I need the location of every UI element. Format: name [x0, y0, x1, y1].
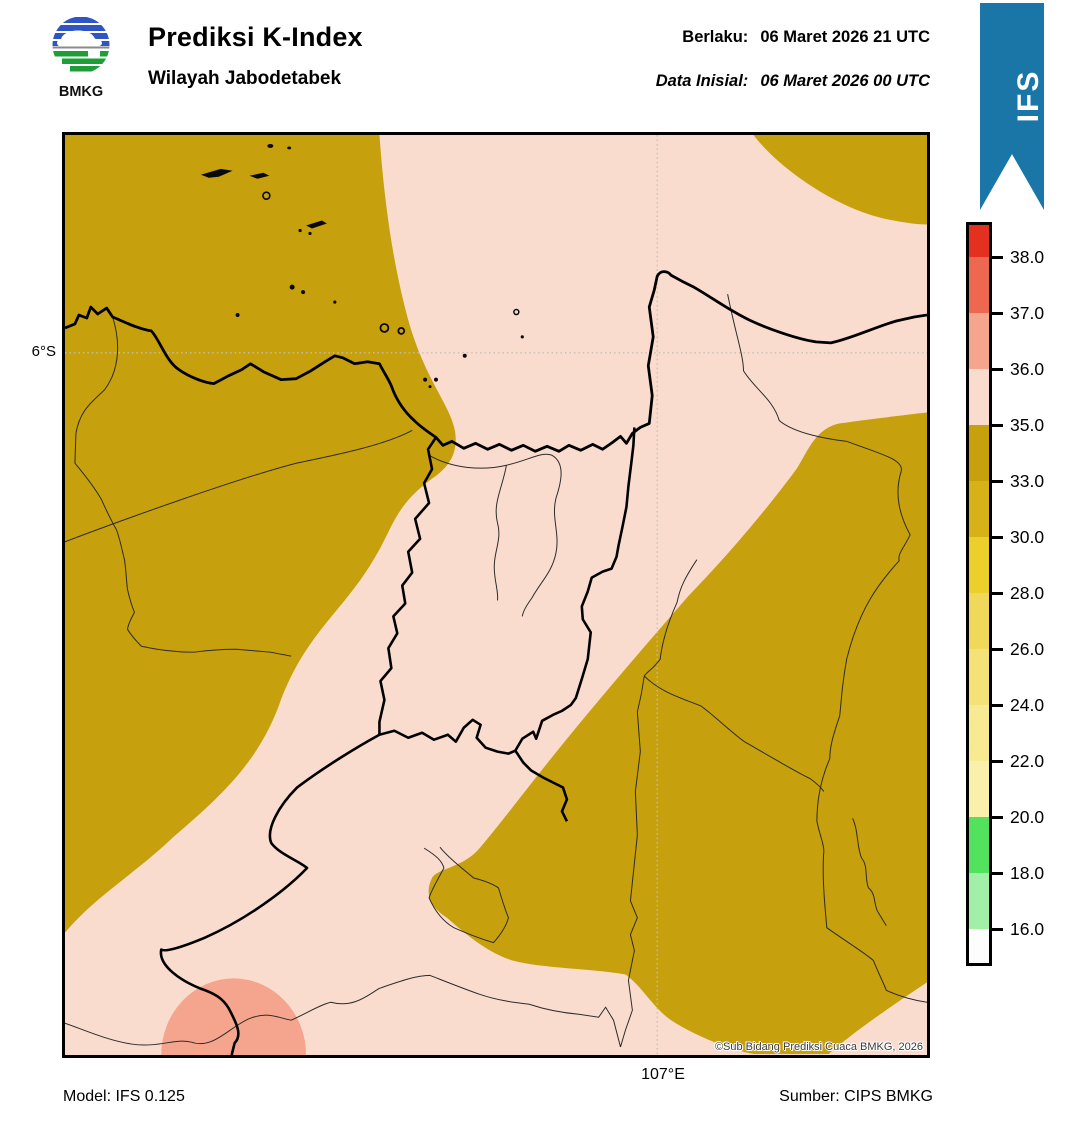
province-boundaries [159, 427, 636, 1055]
colorbar-tick-label: 18.0 [1010, 863, 1045, 883]
valid-time-label: Berlaku: [682, 28, 749, 46]
colorbar-segment [969, 425, 989, 481]
colorbar-segment [969, 929, 989, 963]
coastline [65, 270, 927, 453]
colorbar-tick-label: 28.0 [1010, 583, 1045, 603]
colorbar-segment [969, 649, 989, 705]
colorbar-tick [992, 311, 1003, 315]
islands [200, 143, 524, 389]
colorbar-segment [969, 537, 989, 593]
page-title: Prediksi K-Index [148, 22, 363, 52]
colorbar-tick [992, 591, 1003, 595]
colorbar-segment [969, 705, 989, 761]
copyright-text: ©Sub Bidang Prediksi Cuaca BMKG, 2026 [714, 1041, 923, 1053]
init-time-line: Data Inisial: 06 Maret 2026 00 UTC [656, 72, 930, 91]
init-time-value: 06 Maret 2026 00 UTC [760, 72, 930, 90]
colorbar-segment [969, 761, 989, 817]
colorbar-segment [969, 817, 989, 873]
page-subtitle: Wilayah Jabodetabek [148, 68, 342, 89]
valid-time-line: Berlaku: 06 Maret 2026 21 UTC [682, 28, 930, 47]
kindex-region-33-35-northwest [65, 135, 456, 933]
colorbar-tick [992, 479, 1003, 483]
model-label: Model: IFS 0.125 [63, 1088, 185, 1105]
map-canvas [65, 135, 927, 1055]
colorbar-tick [992, 815, 1003, 819]
colorbar-tick [992, 871, 1003, 875]
bmkg-logo: BMKG [52, 12, 110, 100]
colorbar-segment [969, 873, 989, 929]
colorbar-tick-label: 24.0 [1010, 695, 1045, 715]
colorbar-segment [969, 369, 989, 425]
colorbar-tick-label: 30.0 [1010, 527, 1045, 547]
colorbar-segment [969, 225, 989, 257]
colorbar-tick-label: 26.0 [1010, 639, 1045, 659]
kindex-region-33-35-east [428, 412, 927, 1055]
bmkg-logo-text: BMKG [59, 84, 103, 100]
model-ribbon: IFS [980, 3, 1044, 210]
model-ribbon-label: IFS [1012, 69, 1045, 123]
colorbar-tick-label: 33.0 [1010, 471, 1045, 491]
kindex-region-33-35-northeast [753, 135, 927, 225]
source-label: Sumber: CIPS BMKG [779, 1088, 933, 1105]
admin-boundaries [65, 294, 927, 1048]
colorbar-tick [992, 647, 1003, 651]
colorbar [966, 222, 992, 966]
colorbar-tick-label: 38.0 [1010, 247, 1045, 267]
colorbar-tick [992, 423, 1003, 427]
init-time-label: Data Inisial: [655, 72, 749, 90]
colorbar-tick [992, 367, 1003, 371]
colorbar-segment [969, 313, 989, 369]
colorbar-tick [992, 927, 1003, 931]
colorbar-tick [992, 703, 1003, 707]
colorbar-tick-label: 35.0 [1010, 415, 1045, 435]
colorbar-tick-label: 22.0 [1010, 751, 1045, 771]
colorbar-tick-label: 16.0 [1010, 919, 1045, 939]
valid-time-value: 06 Maret 2026 21 UTC [760, 28, 930, 46]
colorbar-tick-label: 36.0 [1010, 359, 1045, 379]
longitude-tick-label: 107°E [641, 1066, 685, 1083]
colorbar-tick-label: 37.0 [1010, 303, 1045, 323]
colorbar-tick [992, 535, 1003, 539]
colorbar-segment [969, 257, 989, 313]
colorbar-segment [969, 593, 989, 649]
latitude-tick-label: 6°S [31, 343, 56, 360]
colorbar-tick-label: 20.0 [1010, 807, 1045, 827]
map-frame: ©Sub Bidang Prediksi Cuaca BMKG, 2026 [62, 132, 930, 1058]
bmkg-logo-graphic: BMKG [52, 16, 110, 100]
colorbar-segment [969, 481, 989, 537]
colorbar-tick [992, 255, 1003, 259]
colorbar-tick [992, 759, 1003, 763]
